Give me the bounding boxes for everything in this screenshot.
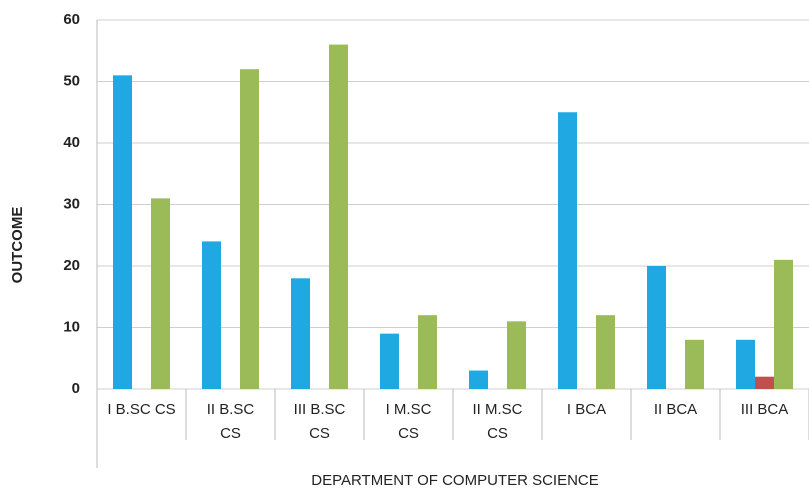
x-tick-label: II BCA — [654, 401, 697, 418]
y-tick-label: 40 — [63, 134, 80, 151]
x-tick-label-line: III BCA — [741, 401, 789, 418]
x-tick-label-line: CS — [398, 425, 419, 442]
y-axis-label: OUTCOME — [9, 207, 26, 284]
x-tick-label: II B.SC CS — [207, 401, 255, 442]
bar — [736, 339, 755, 389]
y-tick-label: 30 — [63, 195, 80, 212]
x-tick-label: I BCA — [567, 401, 606, 418]
bar — [380, 333, 399, 389]
bar — [202, 241, 221, 389]
bar — [113, 75, 132, 389]
x-tick-label-line: I M.SC — [386, 401, 432, 418]
y-tick-label: 50 — [63, 72, 80, 89]
bar — [685, 339, 704, 389]
x-tick-label: I B.SC CS — [107, 401, 175, 418]
x-axis-label: DEPARTMENT OF COMPUTER SCIENCE — [311, 472, 599, 489]
bar — [329, 44, 348, 389]
y-tick-label: 20 — [63, 257, 80, 274]
x-tick-label: II M.SC CS — [472, 401, 522, 442]
bar — [418, 315, 437, 389]
bar — [596, 315, 615, 389]
x-tick-label-line: III B.SC — [294, 401, 346, 418]
bar — [558, 112, 577, 389]
x-tick-label-line: II M.SC — [472, 401, 522, 418]
x-tick-label-line: CS — [487, 425, 508, 442]
bar — [291, 278, 310, 389]
x-tick-label: III B.SC CS — [294, 401, 346, 442]
x-tick-label-line: CS — [220, 425, 241, 442]
bar — [647, 266, 666, 389]
bar — [151, 198, 170, 389]
x-tick-label-line: CS — [309, 425, 330, 442]
y-tick-label: 0 — [72, 380, 80, 397]
x-tick-label-line: I BCA — [567, 401, 606, 418]
y-tick-label: 60 — [63, 11, 80, 28]
x-tick-label-line: II BCA — [654, 401, 697, 418]
bar — [755, 376, 774, 389]
bar — [774, 259, 793, 389]
x-tick-label-line: I B.SC CS — [107, 401, 175, 418]
bar — [240, 69, 259, 389]
x-tick-label-line: II B.SC — [207, 401, 255, 418]
x-tick-label: III BCA — [741, 401, 789, 418]
bar — [507, 321, 526, 389]
y-tick-label: 10 — [63, 318, 80, 335]
x-tick-label: I M.SC CS — [386, 401, 432, 442]
bar — [469, 370, 488, 389]
